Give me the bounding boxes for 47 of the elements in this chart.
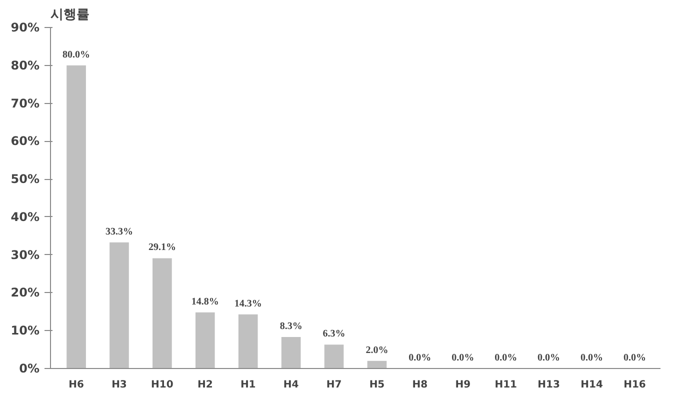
x-tick-label: H13 xyxy=(538,380,560,390)
y-tick-label: 10% xyxy=(10,324,40,338)
chart-title: 시행률 xyxy=(50,8,90,22)
x-tick-label: H2 xyxy=(197,380,213,390)
y-tick-label: 50% xyxy=(10,172,40,186)
x-tick-label: H16 xyxy=(624,380,646,390)
data-label: 0.0% xyxy=(452,352,474,364)
bar xyxy=(367,360,387,368)
x-tick-label: H14 xyxy=(580,380,603,390)
y-tick-label: 80% xyxy=(10,58,40,72)
x-tick-label: H4 xyxy=(283,380,299,390)
y-tick-label: 60% xyxy=(10,134,40,148)
data-label: 2.0% xyxy=(366,344,388,356)
x-tick-label: H6 xyxy=(68,380,84,390)
x-tick-label: H5 xyxy=(369,380,385,390)
bar xyxy=(324,344,344,368)
x-tick-label: H7 xyxy=(326,380,342,390)
y-tick-label: 0% xyxy=(19,362,40,376)
data-label: 0.0% xyxy=(623,352,646,364)
data-label: 6.3% xyxy=(322,328,346,340)
data-label: 80.0% xyxy=(62,49,90,60)
bar xyxy=(110,242,129,368)
x-tick-label: H3 xyxy=(112,380,127,390)
bar xyxy=(195,312,215,368)
x-tick-label: H9 xyxy=(455,380,471,390)
data-label: 0.0% xyxy=(580,352,604,364)
y-tick-label: 40% xyxy=(10,210,40,224)
y-tick-label: 70% xyxy=(10,96,40,110)
bar xyxy=(281,337,301,368)
data-label: 0.0% xyxy=(538,352,560,364)
x-tick-label: H10 xyxy=(151,380,174,390)
x-tick-label: H8 xyxy=(412,380,428,390)
bar xyxy=(152,258,172,368)
data-label: 8.3% xyxy=(280,321,302,332)
data-label: 33.3% xyxy=(105,226,133,238)
data-label: 0.0% xyxy=(494,352,518,364)
x-tick-label: H11 xyxy=(494,380,518,390)
y-tick-label: 90% xyxy=(10,20,40,34)
data-label: 0.0% xyxy=(408,352,432,364)
data-label: 14.8% xyxy=(191,296,219,308)
x-tick-label: H1 xyxy=(240,380,256,390)
y-tick-label: 20% xyxy=(10,286,40,300)
bar xyxy=(238,314,258,368)
data-label: 29.1% xyxy=(148,242,176,254)
data-label: 14.3% xyxy=(234,298,262,310)
y-tick-label: 30% xyxy=(10,248,40,262)
bar xyxy=(66,65,86,368)
